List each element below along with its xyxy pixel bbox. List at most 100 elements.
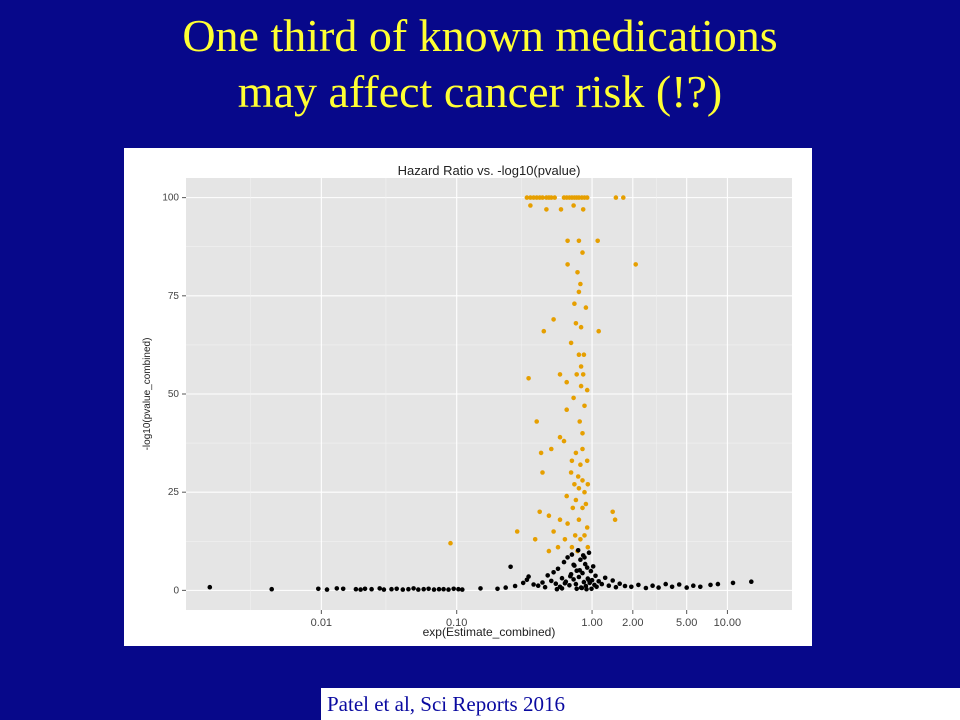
- data-point: [643, 585, 649, 591]
- data-point: [691, 583, 696, 588]
- data-point: [586, 577, 591, 583]
- data-point: [749, 579, 754, 584]
- data-point: [584, 565, 590, 570]
- data-point: [558, 207, 564, 212]
- data-point: [406, 586, 411, 592]
- data-point: [564, 407, 569, 413]
- data-point: [544, 207, 549, 212]
- y-tick-label: 100: [162, 193, 179, 204]
- data-point: [617, 581, 622, 586]
- data-point: [585, 544, 591, 550]
- data-point: [676, 582, 682, 587]
- data-point: [572, 482, 577, 487]
- data-point: [551, 570, 556, 575]
- data-point: [586, 550, 592, 555]
- data-point: [565, 555, 570, 560]
- data-point: [546, 548, 552, 554]
- data-point: [578, 281, 583, 287]
- data-points: [207, 195, 754, 592]
- data-point: [574, 372, 579, 377]
- data-point: [535, 583, 541, 588]
- data-point: [512, 583, 518, 589]
- data-point: [572, 301, 577, 306]
- data-point: [578, 383, 584, 389]
- data-point: [478, 586, 483, 591]
- data-point: [362, 586, 368, 592]
- data-point: [636, 582, 641, 588]
- data-point: [576, 352, 582, 357]
- data-point: [578, 462, 583, 468]
- data-point: [613, 584, 619, 590]
- data-point: [584, 525, 590, 530]
- citation: Patel et al, Sci Reports 2016: [321, 688, 960, 720]
- data-point: [456, 586, 461, 592]
- data-point: [431, 587, 437, 592]
- slide-title: One third of known medications may affec…: [0, 8, 960, 120]
- data-point: [540, 470, 545, 475]
- data-point: [564, 493, 569, 499]
- data-point: [520, 580, 526, 586]
- data-point: [580, 478, 585, 483]
- data-point: [400, 587, 406, 592]
- data-point: [557, 372, 563, 377]
- data-point: [540, 580, 545, 585]
- data-point: [582, 489, 587, 495]
- data-point: [579, 585, 585, 591]
- data-point: [663, 581, 668, 587]
- data-point: [578, 557, 583, 562]
- data-point: [358, 587, 363, 592]
- data-point: [559, 575, 565, 581]
- data-point: [580, 372, 586, 377]
- data-point: [582, 533, 587, 538]
- data-point: [576, 574, 582, 580]
- data-point: [411, 586, 416, 591]
- data-point: [562, 537, 568, 542]
- data-point: [580, 207, 586, 212]
- x-tick-label: 0.01: [311, 617, 332, 629]
- x-tick-label: 5.00: [676, 617, 697, 629]
- data-point: [565, 262, 570, 267]
- data-point: [578, 537, 583, 542]
- y-tick-label: 75: [168, 291, 180, 302]
- data-point: [555, 544, 561, 550]
- data-point: [698, 584, 703, 590]
- data-point: [621, 195, 626, 200]
- data-point: [573, 450, 579, 456]
- data-point: [596, 328, 601, 334]
- data-point: [596, 579, 601, 584]
- data-point: [629, 584, 634, 590]
- data-point: [546, 513, 552, 518]
- data-point: [451, 586, 457, 592]
- slide-title-line2: may affect cancer risk (!?): [237, 66, 723, 117]
- data-point: [582, 555, 587, 560]
- data-point: [576, 517, 582, 522]
- data-point: [448, 540, 453, 546]
- data-point: [575, 548, 581, 553]
- data-point: [633, 262, 638, 267]
- data-point: [531, 582, 536, 587]
- data-point: [599, 581, 605, 587]
- data-point: [602, 575, 608, 581]
- data-point: [353, 586, 359, 592]
- data-point: [622, 583, 628, 589]
- x-axis: 0.01 0.10 1.00 2.00 5.00 10.00: [311, 610, 741, 629]
- data-point: [584, 387, 590, 393]
- data-point: [572, 533, 578, 538]
- data-point: [532, 537, 538, 542]
- data-point: [542, 584, 548, 590]
- chart-panel: 0 25 50 75 100 0.01 0.10 1.00 2.00 5.00 10.00 Haz…: [124, 148, 812, 646]
- data-point: [730, 580, 736, 586]
- data-point: [582, 561, 588, 567]
- data-point: [589, 577, 595, 583]
- data-point: [584, 458, 590, 464]
- data-point: [610, 509, 615, 515]
- data-point: [340, 586, 346, 592]
- data-point: [541, 328, 547, 334]
- data-point: [565, 238, 570, 244]
- x-tick-label: 0.10: [446, 617, 467, 629]
- data-point: [571, 395, 576, 401]
- data-point: [549, 446, 554, 452]
- data-point: [576, 486, 582, 491]
- data-point: [580, 446, 585, 452]
- y-tick-label: 50: [168, 389, 180, 400]
